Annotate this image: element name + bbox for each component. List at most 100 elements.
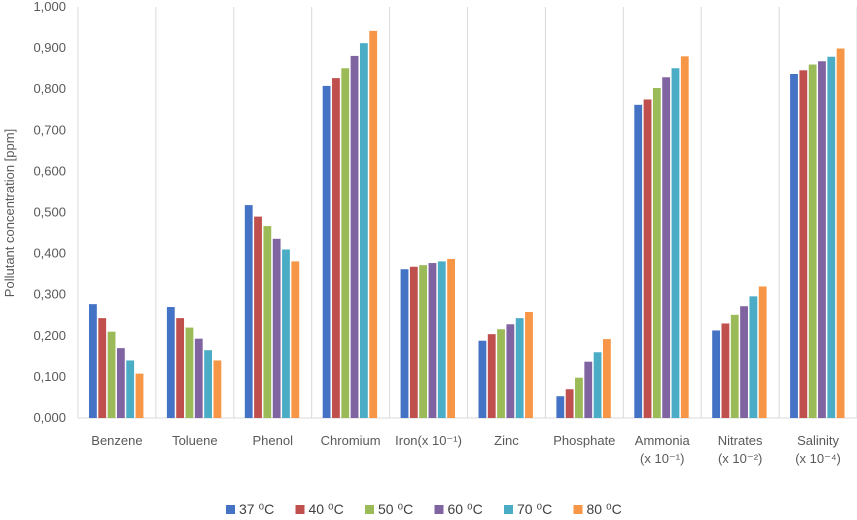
bar bbox=[98, 318, 107, 418]
y-tick-label: 0,900 bbox=[33, 40, 66, 55]
bar bbox=[497, 329, 505, 418]
bar bbox=[671, 68, 680, 419]
bar bbox=[836, 48, 845, 418]
x-tick-label: Chromium bbox=[321, 433, 381, 448]
x-tick-label: Toluene bbox=[172, 433, 218, 448]
x-tick-label: Nitrates bbox=[718, 433, 763, 448]
bar bbox=[126, 360, 135, 418]
bar bbox=[827, 56, 836, 418]
x-axis-ticks: Benzene Toluene Phenol Chromium Iron(x 10⁻¹)… bbox=[91, 433, 841, 466]
x-tick-label-line2: (x 10⁻¹) bbox=[640, 451, 684, 466]
y-tick-label: 0,800 bbox=[33, 81, 66, 96]
legend-label: 70 ⁰C bbox=[517, 501, 552, 517]
legend-swatch bbox=[226, 505, 235, 514]
y-axis-title: Pollutant concentration [ppm] bbox=[2, 129, 17, 297]
bar bbox=[575, 377, 583, 418]
bar bbox=[556, 396, 565, 418]
x-tick-label: Ammonia bbox=[635, 433, 691, 448]
legend-swatch bbox=[365, 505, 374, 514]
bar bbox=[799, 70, 808, 418]
bar bbox=[263, 226, 272, 418]
bar bbox=[447, 258, 455, 418]
legend-label: 80 ⁰C bbox=[587, 501, 622, 517]
bars bbox=[89, 30, 845, 419]
bar bbox=[254, 216, 262, 418]
bar bbox=[204, 350, 212, 418]
bar bbox=[515, 318, 524, 418]
bar bbox=[282, 249, 290, 418]
legend-label: 60 ⁰C bbox=[448, 501, 483, 517]
x-tick-label: Phosphate bbox=[553, 433, 615, 448]
y-tick-label: 0,600 bbox=[33, 163, 66, 178]
y-axis-ticks: 0,000 0,100 0,200 0,300 0,400 0,500 0,600 0,700… bbox=[33, 0, 66, 425]
bar bbox=[166, 307, 175, 418]
y-tick-label: 0,400 bbox=[33, 246, 66, 261]
bar bbox=[680, 56, 689, 418]
x-tick-label-line2: (x 10⁻⁴) bbox=[795, 451, 841, 466]
legend-swatch bbox=[573, 505, 583, 514]
x-tick-label-line2: (x 10⁻²) bbox=[718, 451, 762, 466]
y-tick-label: 0,500 bbox=[33, 205, 66, 220]
bar bbox=[602, 339, 611, 418]
bar bbox=[419, 265, 428, 418]
bar bbox=[272, 238, 281, 418]
bar bbox=[506, 324, 515, 418]
bar bbox=[643, 99, 652, 418]
bar bbox=[790, 73, 798, 419]
bar bbox=[487, 334, 496, 418]
legend: 37 ⁰C 40 ⁰C 50 ⁰C 60 ⁰C 70 ⁰C 80 ⁰C bbox=[226, 501, 622, 517]
bar bbox=[740, 306, 748, 418]
bar bbox=[428, 263, 437, 418]
bar bbox=[176, 318, 185, 418]
legend-label: 40 ⁰C bbox=[309, 501, 344, 517]
legend-label: 37 ⁰C bbox=[239, 501, 274, 517]
bar bbox=[662, 77, 671, 418]
bar bbox=[400, 269, 409, 418]
legend-swatch bbox=[504, 505, 513, 514]
bar bbox=[525, 311, 533, 418]
x-tick-label: Zinc bbox=[494, 433, 519, 448]
bar bbox=[135, 373, 144, 418]
bar bbox=[185, 327, 194, 418]
bar bbox=[116, 348, 125, 418]
bar bbox=[341, 68, 350, 419]
legend-label: 50 ⁰C bbox=[378, 501, 413, 517]
bar bbox=[478, 340, 487, 418]
y-tick-label: 0,300 bbox=[33, 287, 66, 302]
bar bbox=[332, 78, 340, 418]
y-tick-label: 0,200 bbox=[33, 328, 66, 343]
y-tick-label: 0,000 bbox=[33, 410, 66, 425]
x-tick-label: Iron(x 10⁻¹) bbox=[395, 433, 462, 448]
legend-swatch bbox=[434, 505, 444, 514]
bar bbox=[721, 323, 730, 418]
bar bbox=[584, 361, 593, 418]
bar bbox=[369, 30, 378, 419]
bar bbox=[409, 266, 418, 418]
bar bbox=[808, 64, 817, 418]
bar bbox=[350, 55, 359, 418]
bar bbox=[359, 43, 368, 419]
x-tick-label: Phenol bbox=[253, 433, 294, 448]
bar bbox=[291, 261, 300, 418]
bar bbox=[712, 330, 721, 418]
y-tick-label: 0,700 bbox=[33, 122, 66, 137]
bar bbox=[437, 261, 446, 418]
bar bbox=[730, 314, 739, 418]
bar bbox=[593, 352, 602, 418]
bar bbox=[758, 286, 767, 418]
x-tick-label: Salinity bbox=[797, 433, 839, 448]
bar bbox=[89, 304, 97, 418]
bar bbox=[194, 338, 203, 418]
bar bbox=[818, 61, 826, 418]
bar bbox=[244, 205, 253, 418]
bar bbox=[107, 331, 116, 418]
bar bbox=[565, 389, 574, 418]
y-tick-label: 0,100 bbox=[33, 369, 66, 384]
x-tick-label: Benzene bbox=[91, 433, 142, 448]
legend-swatch bbox=[295, 505, 305, 514]
bar bbox=[652, 87, 661, 418]
bar bbox=[634, 104, 643, 418]
bar bbox=[749, 296, 758, 418]
